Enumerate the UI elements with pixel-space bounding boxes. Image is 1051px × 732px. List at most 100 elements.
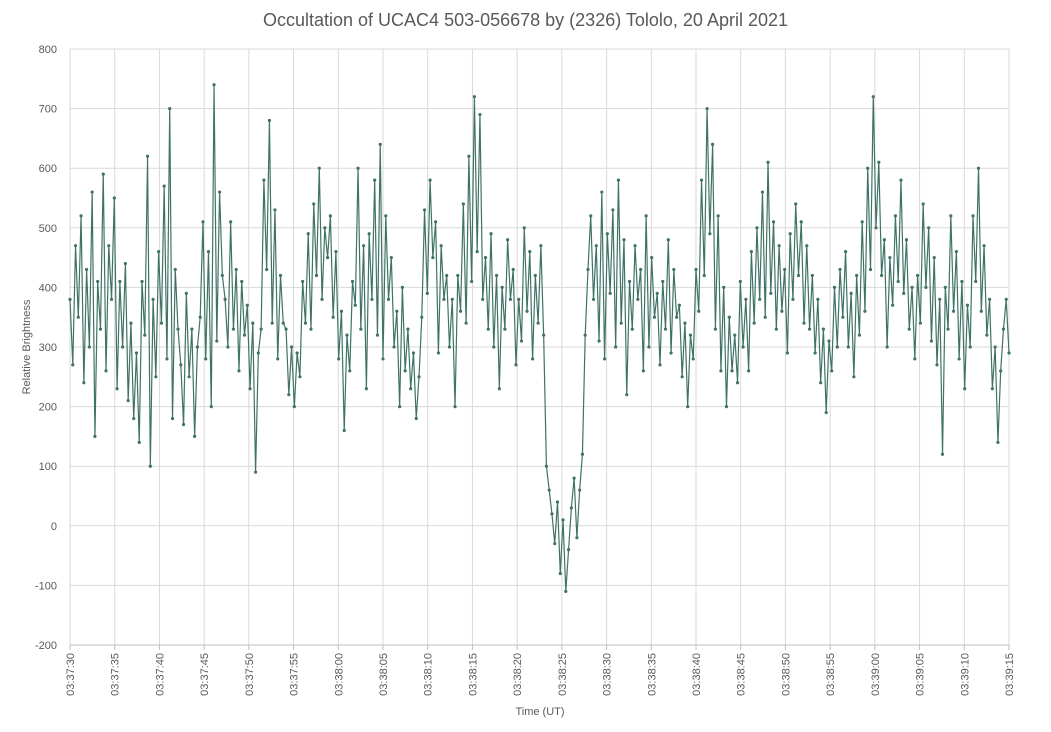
data-point [245,303,249,307]
data-point [179,363,183,367]
data-point [999,369,1003,373]
data-point [780,309,784,313]
data-point [708,232,712,236]
x-tick-label: 03:38:40 [691,653,703,696]
data-point [231,327,236,331]
data-point [519,339,524,343]
data-point [608,291,612,295]
data-point [553,542,557,546]
data-point [691,357,695,361]
data-point [893,214,898,218]
data-point [686,405,690,409]
data-point [771,220,776,224]
data-point [126,399,130,403]
data-point [306,232,310,236]
data-point [525,309,529,313]
data-point [362,244,366,248]
data-point [974,279,978,284]
data-point [478,112,482,117]
data-point [273,208,277,212]
data-point [805,244,809,248]
data-point [350,279,355,284]
data-point [630,327,634,331]
data-point [439,244,443,248]
data-point [874,226,878,230]
data-point [769,291,773,295]
data-point [749,250,754,254]
data-point [888,256,892,260]
data-point [990,387,994,391]
data-point [483,256,488,260]
data-point [292,405,296,409]
data-point [472,95,477,99]
data-point [561,518,565,522]
data-point [935,363,939,367]
data-point [591,297,596,301]
data-point [326,256,330,260]
data-point [226,345,230,349]
data-point [162,184,166,188]
data-point [1001,327,1006,331]
data-point [467,154,471,158]
data-point [871,95,875,99]
data-point [650,256,654,260]
data-point [234,267,238,272]
data-point [647,345,651,349]
data-point [915,273,920,278]
data-point [148,464,152,468]
data-point [489,232,493,236]
y-tick-label: -100 [35,580,57,592]
data-point [633,244,637,248]
data-point [943,285,947,289]
data-point [539,244,543,248]
data-point [256,351,260,355]
data-point [237,369,241,373]
data-point [738,279,742,284]
data-point [68,297,72,301]
data-point [353,303,357,307]
data-point [652,315,657,319]
data-point [409,387,413,391]
data-point [173,267,177,272]
data-point [295,351,299,355]
data-point [107,244,111,248]
data-point [217,190,222,194]
y-tick-label: 500 [39,223,57,235]
data-point [406,327,410,331]
data-point [400,285,404,289]
data-point [589,214,593,218]
data-point [373,178,377,182]
data-point [566,548,571,552]
data-point [112,196,116,200]
data-point [680,375,684,379]
data-point [508,297,513,301]
data-point [422,208,427,212]
data-point [251,321,255,325]
data-point [957,357,961,361]
data-point [73,244,78,248]
data-point [348,369,352,373]
data-point [830,369,834,373]
data-point [849,291,853,295]
data-point [137,440,141,444]
chart-title: Occultation of UCAC4 503-056678 by (2326… [263,10,788,30]
data-point [675,315,679,319]
data-point [223,297,227,301]
data-point [317,166,321,170]
data-point [287,393,291,397]
data-point [90,190,94,194]
data-point [564,589,568,593]
data-point [87,345,91,349]
data-point [907,327,911,331]
data-point [464,321,468,325]
data-point [968,345,972,349]
data-point [384,214,388,218]
data-point [456,273,460,278]
data-point [841,315,845,319]
x-tick-label: 03:38:20 [512,653,524,696]
data-point [157,250,161,254]
data-point [492,345,496,349]
data-point [641,369,645,373]
data-point [852,375,856,379]
data-point [96,279,100,284]
